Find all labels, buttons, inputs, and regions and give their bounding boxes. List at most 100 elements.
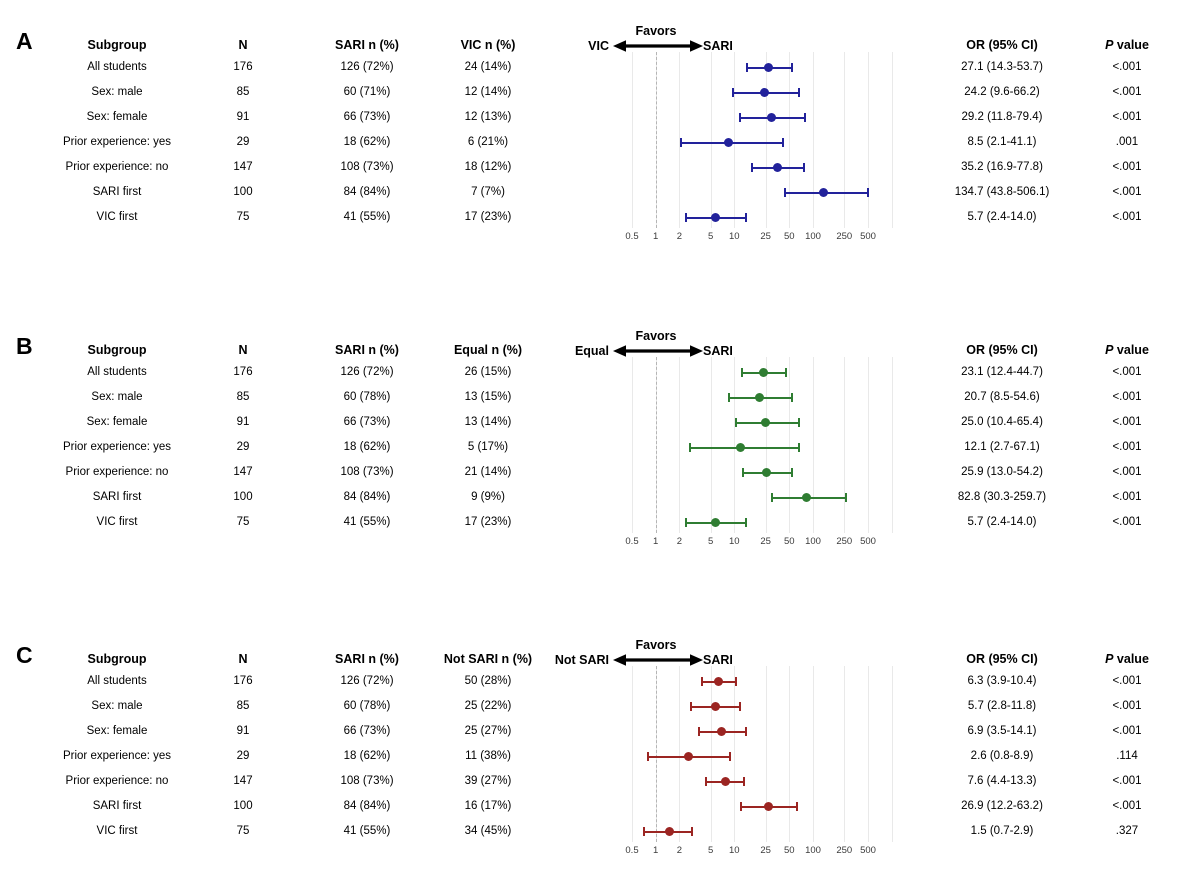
- cell-p-value: <.001: [1112, 366, 1142, 378]
- cell-p-value: <.001: [1112, 466, 1142, 478]
- or-dot: [762, 468, 772, 477]
- favors-arrow-icon: [613, 654, 703, 666]
- ci-cap: [867, 188, 870, 197]
- cell-or-ci: 134.7 (43.8-506.1): [954, 186, 1050, 198]
- reference-line: [655, 666, 657, 842]
- p-rest: value: [1113, 38, 1149, 52]
- cell-treatment: 60 (78%): [343, 391, 391, 403]
- cell-or-ci: 6.9 (3.5-14.1): [967, 725, 1037, 737]
- cell-p-value: <.001: [1112, 186, 1142, 198]
- cell-n: 85: [236, 700, 250, 712]
- cell-treatment: 18 (62%): [343, 441, 391, 453]
- cell-comparator: 16 (17%): [464, 800, 512, 812]
- or-dot: [772, 163, 782, 172]
- ci-cap: [688, 443, 691, 452]
- ci-cap: [734, 677, 737, 686]
- table-row: All students 176 126 (72%) 50 (28%) 6.3 (3.9…: [0, 669, 1194, 694]
- cell-treatment: 126 (72%): [340, 675, 394, 687]
- cell-n: 85: [236, 391, 250, 403]
- or-dot: [714, 677, 724, 686]
- cell-comparator: 6 (21%): [467, 136, 509, 148]
- ci-cap: [784, 368, 787, 377]
- cell-or-ci: 7.6 (4.4-13.3): [967, 775, 1037, 787]
- cell-p-value: <.001: [1112, 675, 1142, 687]
- x-axis: 0.5 1 2 5 10 25 50 100 250 500: [545, 845, 905, 858]
- cell-treatment: 126 (72%): [340, 366, 394, 378]
- forest-plot-area: [545, 52, 905, 228]
- cell-p-value: <.001: [1112, 800, 1142, 812]
- cell-comparator: 13 (14%): [464, 416, 512, 428]
- cell-or-ci: 25.9 (13.0-54.2): [961, 466, 1043, 478]
- column-header-subgroup: Subgroup: [87, 38, 147, 52]
- or-dot: [710, 702, 720, 711]
- cell-treatment: 84 (84%): [343, 186, 391, 198]
- gridline: [734, 357, 736, 533]
- axis-tick-label: 2: [676, 231, 683, 242]
- favors-title: Favors: [635, 329, 677, 343]
- table-row: VIC first 75 41 (55%) 17 (23%) 5.7 (2.4-14.0…: [0, 205, 1194, 230]
- table-row: Prior experience: no 147 108 (73%) 39 (27%)…: [0, 769, 1194, 794]
- cell-treatment: 84 (84%): [343, 491, 391, 503]
- ci-cap: [689, 702, 692, 711]
- cell-or-ci: 6.3 (3.9-10.4): [967, 675, 1037, 687]
- gridline: [734, 52, 736, 228]
- p-rest: value: [1113, 343, 1149, 357]
- favors-right-label: SARI: [703, 344, 733, 358]
- ci-cap: [803, 163, 806, 172]
- table-row: Prior experience: no 147 108 (73%) 21 (14%)…: [0, 460, 1194, 485]
- cell-comparator: 21 (14%): [464, 466, 512, 478]
- cell-or-ci: 35.2 (16.9-77.8): [961, 161, 1043, 173]
- cell-treatment: 18 (62%): [343, 750, 391, 762]
- axis-tick-label: 50: [784, 231, 795, 242]
- table-row: SARI first 100 84 (84%) 9 (9%) 82.8 (30.3-25…: [0, 485, 1194, 510]
- column-header-subgroup: Subgroup: [87, 652, 147, 666]
- axis-tick-label: 1: [653, 845, 659, 856]
- ci-cap: [751, 163, 754, 172]
- cell-subgroup: Sex: male: [91, 86, 143, 98]
- cell-comparator: 34 (45%): [464, 825, 512, 837]
- forest-rows: All students 176 126 (72%) 24 (14%) 27.1 (14…: [0, 55, 1194, 230]
- or-dot: [758, 368, 768, 377]
- cell-or-ci: 5.7 (2.4-14.0): [967, 211, 1037, 223]
- ci-cap: [740, 368, 743, 377]
- cell-treatment: 41 (55%): [343, 825, 391, 837]
- gridline: [765, 52, 767, 228]
- axis-tick-label: 0.5: [625, 536, 639, 547]
- cell-n: 176: [233, 675, 253, 687]
- ci-cap: [647, 752, 650, 761]
- cell-or-ci: 82.8 (30.3-259.7): [957, 491, 1047, 503]
- ci-cap: [804, 113, 807, 122]
- cell-treatment: 66 (73%): [343, 111, 391, 123]
- axis-tick-label: 250: [836, 231, 853, 242]
- gridline: [844, 357, 846, 533]
- gridline: [868, 666, 869, 842]
- ci-cap: [729, 752, 732, 761]
- cell-subgroup: Sex: female: [86, 725, 148, 737]
- favors-title: Favors: [635, 638, 677, 652]
- cell-or-ci: 20.7 (8.5-54.6): [964, 391, 1040, 403]
- panel-b: B Subgroup N SARI n (%) Equal n (%) OR (…: [0, 329, 1194, 569]
- axis-tick-label: 1: [653, 231, 659, 242]
- column-header-n: N: [238, 38, 248, 52]
- table-row: Sex: female 91 66 (73%) 13 (14%) 25.0 (10.4-…: [0, 410, 1194, 435]
- cell-or-ci: 2.6 (0.8-8.9): [970, 750, 1034, 762]
- cell-n: 147: [233, 161, 253, 173]
- cell-p-value: <.001: [1112, 86, 1142, 98]
- ci-cap: [742, 468, 745, 477]
- cell-n: 100: [233, 186, 253, 198]
- ci-cap: [727, 393, 730, 402]
- cell-comparator: 7 (7%): [471, 186, 505, 198]
- ci-cap: [745, 63, 748, 72]
- cell-or-ci: 8.5 (2.1-41.1): [967, 136, 1037, 148]
- gridline: [844, 52, 846, 228]
- or-dot: [754, 393, 764, 402]
- column-header-comparator: Equal n (%): [453, 343, 523, 357]
- cell-treatment: 60 (78%): [343, 700, 391, 712]
- or-dot: [710, 213, 720, 222]
- cell-p-value: <.001: [1112, 211, 1142, 223]
- or-dot: [665, 827, 674, 836]
- favors-title: Favors: [635, 24, 677, 38]
- cell-subgroup: Sex: female: [86, 416, 148, 428]
- cell-comparator: 17 (23%): [464, 211, 512, 223]
- cell-or-ci: 5.7 (2.4-14.0): [967, 516, 1037, 528]
